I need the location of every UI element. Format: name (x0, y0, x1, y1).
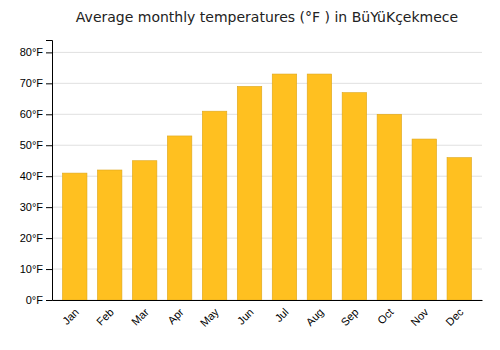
chart: 0°F 10°F 20°F 30°F 40°F 50°F 60°F 70°F 80°F Jan Fe… (0, 0, 500, 350)
bar (447, 158, 471, 300)
axis-line (53, 300, 483, 301)
bar (237, 86, 261, 300)
bar (167, 136, 191, 300)
tick-label: 20°F (20, 232, 44, 244)
grid-line (52, 114, 482, 115)
bar (307, 74, 331, 300)
tick-label: 60°F (20, 108, 44, 120)
y-axis: 0°F 10°F 20°F 30°F 40°F 50°F 60°F 70°F 80°F (20, 41, 53, 307)
bars (62, 74, 471, 300)
tick-label: Mar (129, 306, 151, 328)
tick: Nov (408, 305, 431, 328)
tick-label: May (198, 305, 222, 329)
tick-label: 10°F (20, 263, 44, 275)
bar (412, 139, 436, 300)
tick: 60°F (20, 108, 52, 120)
tick-mark (46, 83, 52, 84)
bar (202, 111, 226, 300)
tick-label: Jan (60, 306, 81, 327)
tick-label: Dec (443, 305, 466, 328)
tick: Feb (94, 306, 116, 328)
tick-label: 40°F (20, 170, 44, 182)
tick-mark (46, 300, 52, 301)
grid (52, 52, 482, 300)
tick: 80°F (20, 46, 52, 58)
bar (377, 114, 401, 300)
grid-line (52, 52, 482, 53)
tick: 50°F (20, 139, 52, 151)
bar (272, 74, 296, 300)
tick-label: Jul (272, 306, 290, 324)
tick: 10°F (20, 263, 52, 275)
tick-mark (46, 176, 52, 177)
tick-label: Sep (338, 306, 360, 328)
tick-label: 50°F (20, 139, 44, 151)
tick-label: Feb (94, 306, 116, 328)
tick-label: 30°F (20, 201, 44, 213)
tick: May (198, 305, 222, 329)
tick-mark (46, 269, 52, 270)
tick-mark (46, 114, 52, 115)
tick-label: Aug (303, 306, 325, 328)
bar (62, 173, 86, 300)
tick: Jul (272, 306, 290, 324)
tick-label: Oct (375, 306, 396, 327)
tick: Aug (303, 306, 325, 328)
tick: 0°F (26, 294, 52, 306)
tick: Jun (235, 306, 256, 327)
tick-mark (46, 145, 52, 146)
tick-mark (46, 52, 52, 53)
bar (132, 161, 156, 300)
tick: 40°F (20, 170, 52, 182)
axis-line (46, 41, 53, 301)
tick: 30°F (20, 201, 52, 213)
tick-mark (46, 238, 52, 239)
title: Average monthly temperatures (°F ) in Bü… (76, 9, 458, 25)
grid-line (52, 83, 482, 84)
tick-label: Nov (408, 305, 431, 328)
tick: 70°F (20, 77, 52, 89)
tick: Mar (129, 306, 151, 328)
tick: Dec (443, 305, 466, 328)
x-axis: Jan Feb Mar Apr May Jun Jul Aug Sep Oct Nov Dec (53, 301, 483, 329)
tick-label: 0°F (26, 294, 44, 306)
tick: Sep (338, 306, 360, 328)
tick-mark (46, 207, 52, 208)
tick: Apr (165, 306, 186, 327)
bar (342, 93, 366, 300)
tick: Jan (60, 306, 81, 327)
tick-label: 80°F (20, 46, 44, 58)
plot: 0°F 10°F 20°F 30°F 40°F 50°F 60°F 70°F 80°F Jan Fe… (20, 41, 483, 329)
bar (97, 170, 121, 300)
tick-label: Apr (165, 306, 186, 327)
tick-label: 70°F (20, 77, 44, 89)
tick-label: Jun (235, 306, 256, 327)
tick: Oct (375, 306, 396, 327)
tick: 20°F (20, 232, 52, 244)
